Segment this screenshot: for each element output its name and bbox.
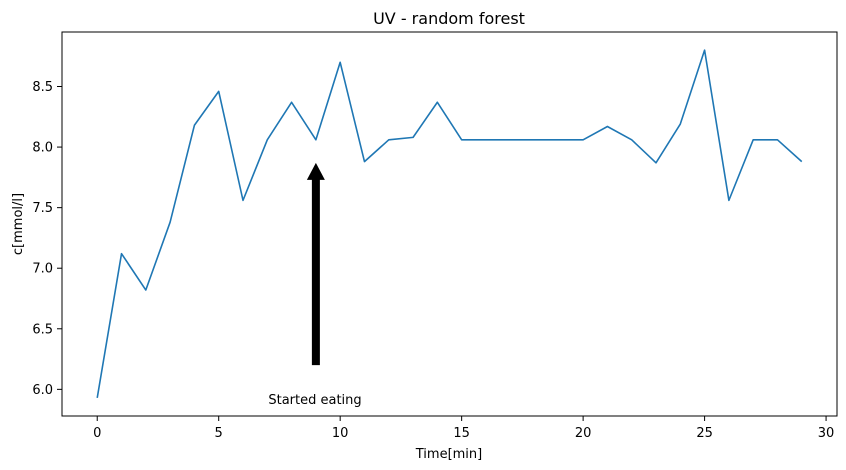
x-tick-label: 5 [215,426,223,441]
x-tick-label: 10 [332,426,349,441]
y-axis-label: c[mmol/l] [11,193,26,255]
y-tick-label: 6.0 [32,383,53,398]
x-tick-label: 0 [93,426,101,441]
x-axis-label: Time[min] [415,447,482,462]
series-line-0 [96,49,803,398]
y-tick-label: 6.5 [32,322,53,337]
annotation-text: Started eating [268,393,361,408]
annotation-arrow [306,162,325,366]
y-tick-label: 7.0 [32,262,53,277]
y-tick-label: 8.5 [32,80,53,95]
y-tick-label: 7.5 [32,201,53,216]
x-tick-label: 15 [453,426,470,441]
x-tick-label: 30 [818,426,835,441]
axes-frame [61,31,838,417]
chart-title: UV - random forest [373,9,525,28]
x-tick-label: 20 [575,426,592,441]
axis-ticks: 0 5 10 15 20 25 30 6.0 6.5 7.0 7.5 8.0 8.5 [32,80,834,441]
x-tick-label: 25 [696,426,713,441]
plot-area [96,49,803,398]
y-tick-label: 8.0 [32,141,53,156]
